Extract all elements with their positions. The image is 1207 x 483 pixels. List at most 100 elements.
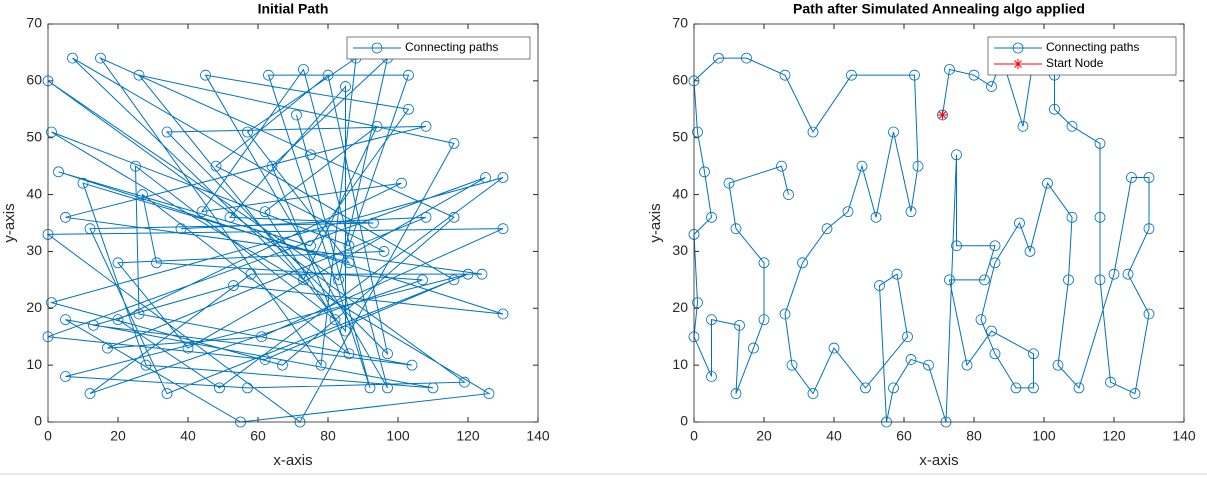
circle-marker: [102, 342, 113, 354]
circle-marker: [741, 52, 752, 64]
circle-marker: [88, 319, 99, 331]
circle-marker: [1012, 42, 1024, 54]
circle-marker: [951, 240, 962, 252]
circle-marker: [371, 120, 383, 132]
circle-marker: [951, 149, 962, 161]
x-tick-label: 60: [250, 428, 266, 444]
circle-marker: [779, 69, 791, 81]
circle-marker: [497, 223, 509, 235]
circle-marker: [242, 126, 253, 138]
circle-marker: [1010, 382, 1022, 394]
x-tick-label: 120: [456, 428, 480, 444]
circle-marker: [891, 268, 903, 280]
path-line: [693, 56, 1150, 423]
circle-marker: [1052, 359, 1064, 371]
circle-marker: [483, 388, 495, 399]
circle-marker: [986, 325, 997, 337]
circle-marker: [340, 325, 351, 337]
circle-marker: [151, 257, 162, 269]
y-tick-label: 10: [26, 356, 42, 372]
chart-title: Path after Simulated Annealing algo appl…: [793, 1, 1085, 17]
legend-label: Connecting paths: [1046, 40, 1139, 54]
circle-marker: [315, 359, 327, 371]
y-tick-label: 30: [26, 242, 42, 258]
circle-marker: [828, 342, 840, 354]
circle-marker: [448, 274, 460, 286]
y-axis-label: y-axis: [647, 203, 664, 242]
x-tick-label: 80: [320, 428, 336, 444]
circle-marker: [298, 64, 309, 75]
y-axis-label: y-axis: [1, 203, 18, 242]
circle-marker: [371, 42, 383, 54]
circle-marker: [462, 268, 474, 280]
circle-marker: [706, 314, 717, 326]
circle-marker: [1028, 382, 1039, 394]
circle-marker: [776, 160, 787, 172]
circle-marker: [53, 166, 64, 178]
circle-marker: [860, 382, 871, 394]
circle-marker: [84, 388, 96, 399]
circle-marker: [112, 314, 124, 326]
x-tick-label: 100: [386, 428, 410, 444]
circle-marker: [140, 359, 152, 371]
circle-marker: [1024, 246, 1036, 257]
circle-marker: [130, 160, 141, 172]
circle-marker: [1143, 223, 1155, 235]
legend-label: Connecting paths: [405, 40, 498, 54]
circle-marker: [723, 177, 735, 189]
x-tick-label: 120: [1102, 428, 1126, 444]
axes-background: [694, 24, 1184, 422]
circle-marker: [228, 280, 239, 291]
legend-label: Start Node: [1046, 56, 1104, 70]
circle-marker: [1042, 177, 1053, 189]
circle-marker: [224, 211, 236, 223]
circle-marker: [67, 52, 78, 64]
circle-marker: [1094, 211, 1106, 223]
circle-marker: [298, 274, 309, 286]
circle-marker: [1066, 211, 1078, 223]
y-tick-label: 60: [672, 72, 688, 88]
circle-marker: [786, 359, 798, 371]
circle-marker: [846, 69, 857, 81]
circle-marker: [60, 211, 71, 223]
circle-marker: [874, 280, 885, 291]
circle-marker: [888, 382, 899, 394]
circle-marker: [403, 69, 414, 81]
circle-marker: [420, 120, 432, 132]
circle-marker: [758, 314, 770, 326]
circle-marker: [961, 359, 973, 371]
x-tick-label: 140: [1172, 428, 1196, 444]
circle-marker: [382, 348, 393, 360]
circle-marker: [60, 371, 71, 382]
circle-marker: [161, 126, 173, 138]
circle-marker: [333, 274, 344, 286]
circle-marker: [161, 388, 173, 399]
circle-marker: [1126, 172, 1137, 183]
circle-marker: [60, 314, 71, 326]
circle-marker: [368, 217, 379, 229]
circle-marker: [986, 81, 997, 92]
circle-marker: [821, 223, 833, 235]
circle-marker: [329, 314, 341, 326]
circle-marker: [259, 206, 271, 218]
circle-marker: [1014, 217, 1025, 229]
circle-marker: [417, 274, 428, 286]
x-tick-label: 20: [110, 428, 126, 444]
circle-marker: [989, 240, 1001, 252]
circle-marker: [734, 319, 745, 331]
circle-marker: [210, 160, 222, 172]
circle-marker: [214, 382, 225, 394]
y-tick-label: 40: [26, 185, 42, 201]
circle-marker: [133, 69, 145, 81]
circle-marker: [322, 69, 334, 81]
x-axis-label: x-axis: [919, 452, 958, 469]
circle-marker: [497, 172, 509, 183]
circle-marker: [730, 388, 742, 399]
circle-marker: [95, 52, 106, 64]
y-tick-label: 0: [680, 413, 688, 429]
circle-marker: [46, 297, 57, 309]
circle-marker: [406, 359, 418, 371]
circle-marker: [343, 257, 355, 269]
circle-marker: [259, 354, 271, 365]
circle-marker: [277, 359, 288, 371]
